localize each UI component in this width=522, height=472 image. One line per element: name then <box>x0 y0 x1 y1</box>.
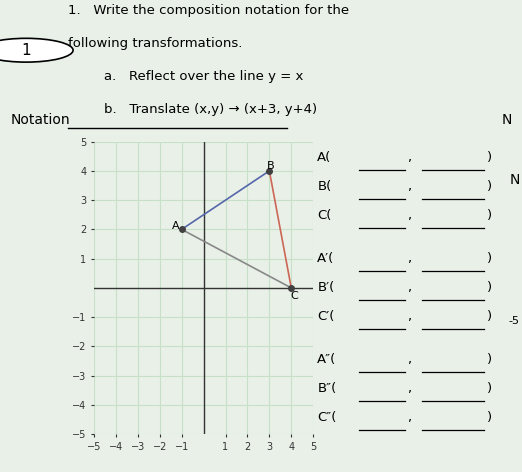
Text: C(: C( <box>317 209 332 222</box>
Text: ,: , <box>407 209 411 222</box>
Text: B″(: B″( <box>317 382 337 395</box>
Text: ,: , <box>407 252 411 265</box>
Text: ,: , <box>407 281 411 294</box>
Circle shape <box>0 38 73 62</box>
Text: ,: , <box>407 411 411 424</box>
Text: A: A <box>172 221 180 231</box>
Text: ): ) <box>487 382 492 395</box>
Text: b.   Translate (x,y) → (x+3, y+4): b. Translate (x,y) → (x+3, y+4) <box>104 103 317 116</box>
Text: ,: , <box>407 382 411 395</box>
Text: C″(: C″( <box>317 411 337 424</box>
Text: ): ) <box>487 151 492 164</box>
Text: ,: , <box>407 310 411 323</box>
Text: ,: , <box>407 180 411 193</box>
Text: 1: 1 <box>21 43 31 58</box>
Text: following transformations.: following transformations. <box>68 37 242 50</box>
Text: ): ) <box>487 310 492 323</box>
Text: ): ) <box>487 180 492 193</box>
Text: 1.   Write the composition notation for the: 1. Write the composition notation for th… <box>68 4 349 17</box>
Text: N: N <box>509 173 520 187</box>
Text: ,: , <box>407 353 411 366</box>
Text: a.   Reflect over the line y = x: a. Reflect over the line y = x <box>104 70 304 83</box>
Text: -5: -5 <box>509 316 520 326</box>
Text: A′(: A′( <box>317 252 335 265</box>
Text: Notation: Notation <box>10 113 70 127</box>
Text: B′(: B′( <box>317 281 335 294</box>
Text: A″(: A″( <box>317 353 337 366</box>
Text: ): ) <box>487 252 492 265</box>
Text: A(: A( <box>317 151 331 164</box>
Text: C′(: C′( <box>317 310 335 323</box>
Text: B(: B( <box>317 180 331 193</box>
Text: B: B <box>267 160 274 170</box>
Text: C: C <box>291 291 299 301</box>
Text: ): ) <box>487 281 492 294</box>
Text: ): ) <box>487 411 492 424</box>
Text: ): ) <box>487 353 492 366</box>
Text: ,: , <box>407 151 411 164</box>
Text: ): ) <box>487 209 492 222</box>
Text: N: N <box>501 113 512 127</box>
